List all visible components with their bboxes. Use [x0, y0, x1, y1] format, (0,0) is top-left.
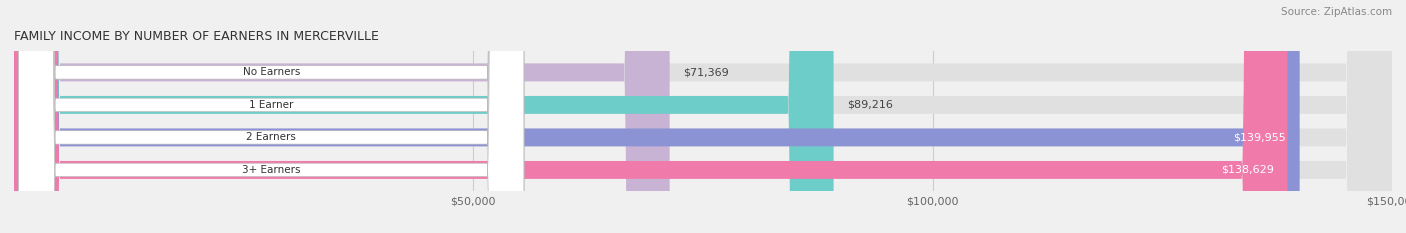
FancyBboxPatch shape: [14, 0, 1288, 233]
Text: Source: ZipAtlas.com: Source: ZipAtlas.com: [1281, 7, 1392, 17]
Text: 2 Earners: 2 Earners: [246, 132, 297, 142]
FancyBboxPatch shape: [14, 0, 1392, 233]
FancyBboxPatch shape: [14, 0, 1392, 233]
FancyBboxPatch shape: [18, 0, 524, 233]
FancyBboxPatch shape: [14, 0, 1392, 233]
Text: $138,629: $138,629: [1220, 165, 1274, 175]
Text: 1 Earner: 1 Earner: [249, 100, 294, 110]
Text: $139,955: $139,955: [1233, 132, 1286, 142]
FancyBboxPatch shape: [14, 0, 834, 233]
Text: 3+ Earners: 3+ Earners: [242, 165, 301, 175]
FancyBboxPatch shape: [14, 0, 669, 233]
Text: FAMILY INCOME BY NUMBER OF EARNERS IN MERCERVILLE: FAMILY INCOME BY NUMBER OF EARNERS IN ME…: [14, 30, 380, 43]
FancyBboxPatch shape: [14, 0, 1299, 233]
Text: $89,216: $89,216: [848, 100, 893, 110]
Text: $71,369: $71,369: [683, 67, 730, 77]
FancyBboxPatch shape: [18, 0, 524, 233]
FancyBboxPatch shape: [14, 0, 1392, 233]
FancyBboxPatch shape: [18, 0, 524, 233]
FancyBboxPatch shape: [18, 0, 524, 233]
Text: No Earners: No Earners: [243, 67, 299, 77]
